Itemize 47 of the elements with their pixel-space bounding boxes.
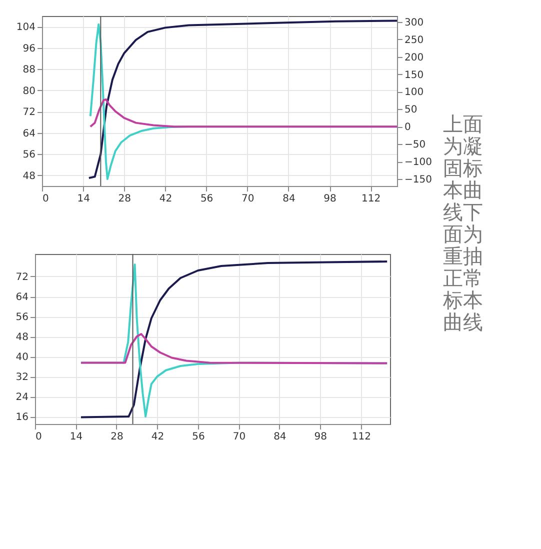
y-tick-label: 24: [16, 392, 28, 403]
y-tick-label: 48: [16, 332, 28, 343]
x-tick-label: 0: [36, 432, 42, 442]
y-tick-label: 40: [16, 352, 28, 363]
y2-tick-label: 0: [404, 122, 411, 134]
x-tick-label: 112: [352, 432, 371, 442]
x-tick-label: 28: [110, 432, 124, 442]
y2-tick-label: 300: [404, 17, 424, 28]
x-tick-label: 84: [282, 194, 296, 204]
text: 上面为凝固标本曲线下面为重抽正常标本曲线: [443, 112, 483, 334]
y2-tick-label: −50: [404, 140, 426, 151]
x-tick-label: 0: [42, 194, 49, 204]
y2-tick-label: 200: [404, 52, 424, 64]
y2-tick-label: −100: [404, 157, 432, 168]
x-tick-label: 56: [200, 194, 214, 204]
y-tick-label: 64: [16, 292, 28, 303]
y-tick-label: 16: [16, 412, 28, 423]
y-tick-label: 80: [22, 86, 36, 97]
y-tick-label: 56: [22, 150, 36, 161]
y2-tick-label: −150: [404, 174, 432, 186]
y2-tick-label: 50: [404, 104, 418, 116]
y-tick-label: 104: [16, 22, 36, 34]
y-tick-label: 96: [22, 43, 36, 54]
x-tick-label: 112: [362, 194, 381, 204]
y2-tick-label: 100: [404, 87, 424, 98]
y2-tick-label: 250: [404, 34, 424, 46]
x-tick-label: 14: [70, 432, 83, 442]
x-tick-label: 70: [242, 194, 254, 204]
line-series: [89, 98, 397, 128]
y-tick-label: 72: [22, 107, 36, 118]
x-tick-label: 98: [324, 194, 336, 204]
y-tick-label: 56: [16, 312, 28, 323]
y2-tick-label: 150: [404, 70, 424, 81]
x-tick-label: 28: [118, 194, 132, 204]
x-tick-label: 56: [192, 432, 205, 442]
x-tick-label: 84: [274, 432, 286, 442]
x-tick-label: 14: [77, 194, 90, 204]
y-tick-label: 88: [22, 64, 36, 76]
y-tick-label: 32: [16, 372, 28, 383]
x-tick-label: 98: [314, 432, 328, 442]
x-tick-label: 70: [232, 432, 246, 442]
y-tick-label: 72: [16, 272, 28, 283]
y-tick-label: 48: [22, 170, 36, 182]
line-series: [80, 333, 388, 364]
y-tick-label: 64: [22, 128, 36, 140]
x-tick-label: 42: [151, 432, 164, 442]
x-tick-label: 42: [159, 194, 172, 204]
